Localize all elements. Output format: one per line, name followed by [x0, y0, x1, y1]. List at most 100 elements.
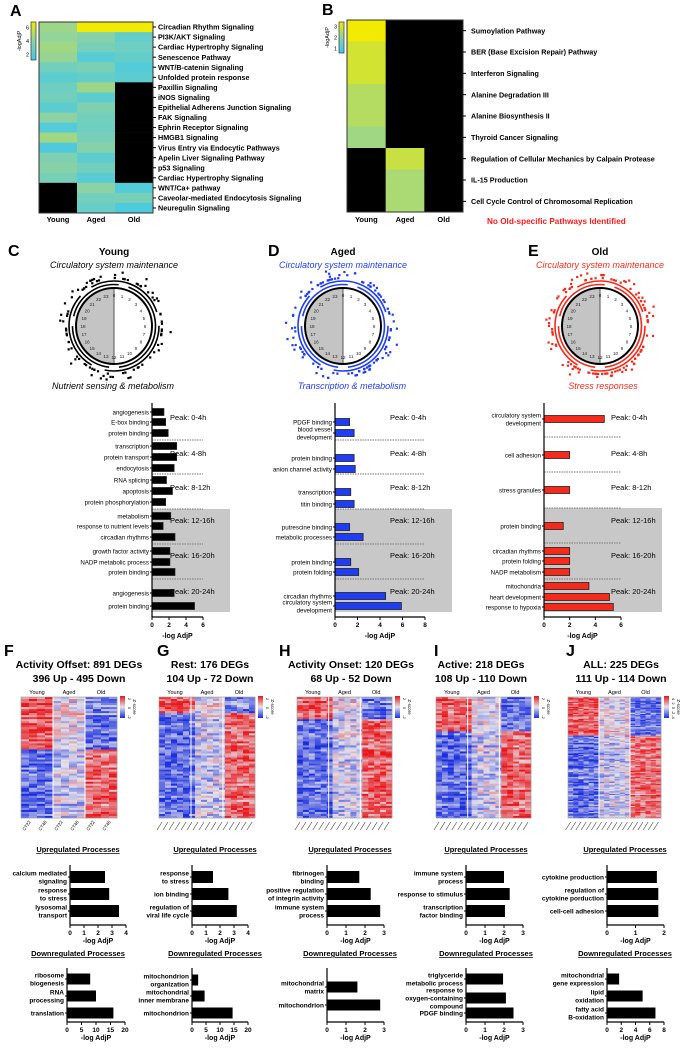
heatmap-cell [483, 775, 490, 778]
heatmap-cell [368, 801, 375, 805]
heatmap-cell [85, 701, 94, 704]
heatmap-cell [368, 777, 375, 780]
heatmap-cell [362, 755, 369, 758]
heatmap-cell [61, 701, 70, 704]
gene-phase-dot [392, 320, 395, 323]
heatmap-cell [243, 789, 250, 792]
heatmap-cell [195, 815, 202, 819]
heatmap-cell [471, 765, 478, 768]
heatmap-cell [37, 723, 46, 726]
heatmap-cell [604, 699, 610, 701]
heatmap-cell [630, 700, 636, 703]
heatmap-cell [183, 753, 190, 756]
gene-phase-dot [327, 376, 330, 380]
heatmap-cell [77, 765, 86, 768]
heatmap-cell [645, 711, 651, 713]
heatmap-cell [183, 765, 190, 768]
heatmap-cell [519, 781, 526, 784]
heatmap-cell [207, 715, 214, 718]
heatmap-cell [374, 777, 381, 780]
heatmap-cell [362, 791, 369, 794]
gene-phase-dot [644, 309, 647, 312]
heatmap-cell [93, 747, 102, 750]
heatmap-cell [189, 783, 196, 786]
heatmap-cell [320, 749, 327, 752]
x-tick-label: 1 [344, 930, 348, 937]
heatmap-cell [237, 765, 244, 768]
heatmap-cell [101, 725, 110, 728]
heatmap-cell [441, 813, 449, 817]
heatmap-cell [368, 701, 375, 704]
heatmap-cell [525, 755, 532, 758]
clock-hour-label: 20 [571, 309, 577, 314]
heatmap-cell [368, 717, 375, 720]
heatmap-cell [495, 707, 502, 710]
heatmap-cell [171, 757, 178, 760]
heatmap-cell [308, 737, 316, 740]
heatmap-cell [489, 701, 496, 704]
heatmap-cell [302, 765, 310, 768]
heatmap-cell [183, 763, 190, 766]
heatmap-cell [495, 791, 502, 794]
heatmap-cell [183, 795, 190, 799]
heatmap-cell [344, 759, 351, 762]
heatmap-cell [219, 811, 226, 815]
heatmap-cell [21, 795, 30, 799]
heatmap-cell [465, 735, 472, 738]
heatmap-cell [459, 749, 466, 752]
gene-phase-dot [299, 347, 302, 351]
heatmap-cell [578, 712, 584, 715]
heatmap-cell [441, 775, 449, 778]
heatmap-cell [338, 755, 345, 758]
heatmap-cell [386, 729, 393, 732]
heatmap-cell [237, 779, 244, 782]
heatmap-cell [655, 712, 662, 715]
heatmap-cell [29, 801, 38, 805]
heatmap-cell [297, 735, 304, 738]
heatmap-cell [471, 761, 478, 764]
heatmap-cell [93, 801, 102, 805]
heatmap-cell [109, 747, 118, 750]
heatmap-cell [519, 731, 526, 734]
heatmap-cell [297, 697, 304, 700]
heatmap-cell [368, 715, 375, 718]
heatmap-cell [171, 709, 178, 712]
heatmap-cell [477, 703, 484, 706]
heatmap-cell [593, 707, 600, 710]
heatmap-cell [297, 723, 304, 726]
heatmap-cell [513, 701, 520, 704]
heatmap-cell [471, 807, 478, 811]
heatmap-cell [332, 755, 339, 758]
heatmap-cell [21, 709, 30, 712]
heatmap-cell [368, 785, 375, 788]
heatmap-cell [441, 811, 449, 815]
bar-label: positive regulation [266, 887, 324, 894]
heatmap-cell [519, 779, 526, 782]
heatmap-cell [195, 725, 202, 728]
heatmap-cell [314, 757, 321, 760]
heatmap-cell [604, 698, 610, 700]
heatmap-cell [362, 703, 369, 706]
heatmap-cell [213, 801, 220, 805]
heatmap-cell [501, 699, 508, 702]
heatmap-cell [459, 799, 466, 803]
heatmap-cell [302, 751, 310, 754]
bar-label: translation [31, 1010, 64, 1017]
heatmap-cell [207, 723, 214, 726]
heatmap-cell [495, 787, 502, 790]
heatmap-cell [501, 711, 508, 714]
gene-phase-dot [346, 274, 349, 277]
heatmap-cell [61, 707, 70, 710]
heatmap-cell [477, 719, 484, 722]
heatmap-cell [489, 747, 496, 750]
heatmap-cell [195, 749, 202, 752]
bar [543, 593, 610, 601]
heatmap-cell [507, 709, 514, 712]
colorbar-title: -logAdjP [17, 30, 23, 51]
heatmap-cell [453, 777, 460, 780]
heatmap-cell [519, 729, 526, 732]
heatmap-cell [332, 727, 339, 730]
heatmap-cell [386, 709, 393, 712]
heatmap-cell [645, 703, 651, 705]
heatmap-cell [495, 769, 502, 772]
